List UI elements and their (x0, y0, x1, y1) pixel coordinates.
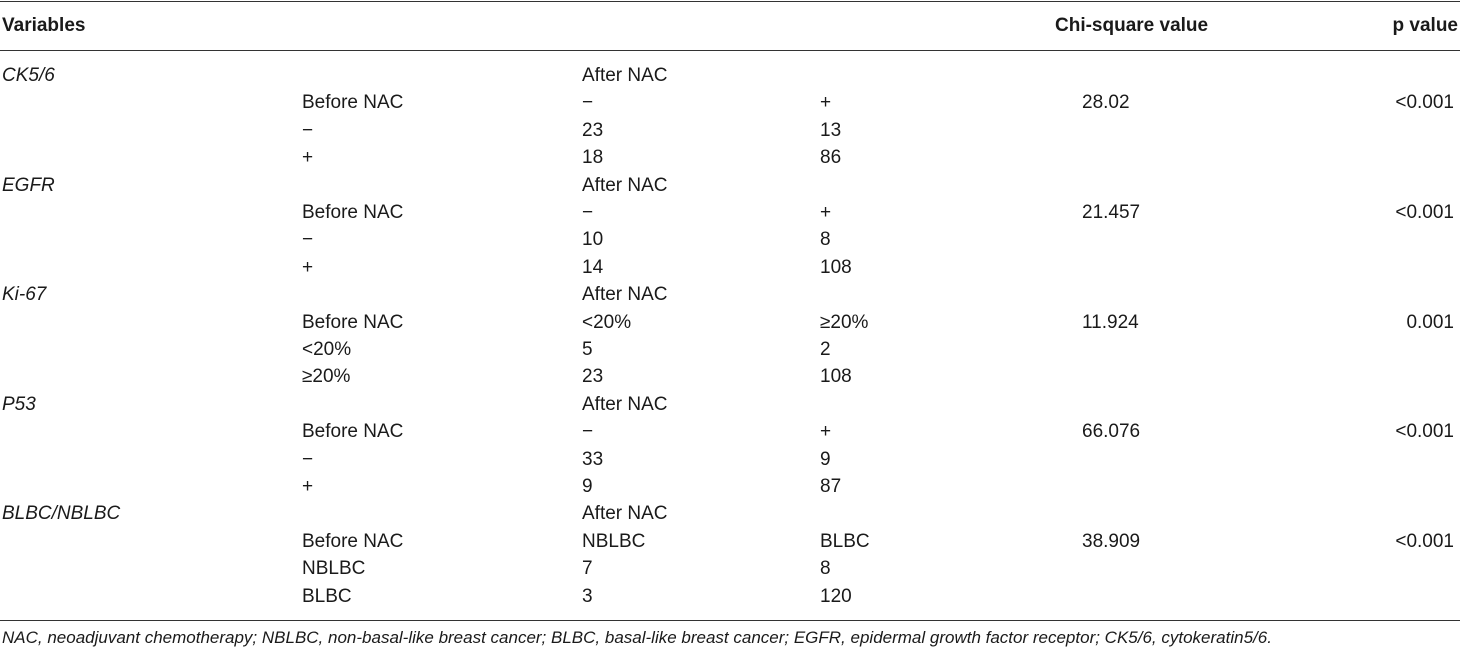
count-cell: 9 (582, 476, 593, 497)
count-cell: 14 (582, 257, 604, 278)
count-cell: 7 (582, 558, 593, 579)
after-category-b: + (820, 421, 832, 442)
table-footnote: NAC, neoadjuvant chemotherapy; NBLBC, no… (2, 628, 1272, 647)
count-cell: 108 (820, 366, 852, 387)
variable-name: EGFR (2, 175, 55, 196)
header-rule (0, 50, 1460, 51)
before-category: NBLBC (302, 558, 366, 579)
before-category: + (302, 476, 314, 497)
variable-name: P53 (2, 394, 36, 415)
count-cell: 2 (820, 339, 831, 360)
before-category: − (302, 449, 314, 470)
after-nac-label: After NAC (582, 175, 668, 196)
variable-name: BLBC/NBLBC (2, 503, 121, 524)
count-cell: 23 (582, 366, 604, 387)
before-nac-label: Before NAC (302, 421, 404, 442)
count-cell: 23 (582, 120, 604, 141)
after-nac-label: After NAC (582, 503, 668, 524)
before-nac-label: Before NAC (302, 531, 404, 552)
header-chi-square: Chi-square value (1055, 15, 1209, 36)
before-category: ≥20% (302, 366, 351, 387)
before-category: − (302, 120, 314, 141)
count-cell: 8 (820, 229, 831, 250)
after-nac-label: After NAC (582, 65, 668, 86)
before-category: − (302, 229, 314, 250)
count-cell: 120 (820, 586, 852, 607)
count-cell: 10 (582, 229, 604, 250)
count-cell: 8 (820, 558, 831, 579)
p-value: <0.001 (1395, 202, 1454, 223)
before-category: <20% (302, 339, 352, 360)
count-cell: 108 (820, 257, 852, 278)
header-p-value: p value (1392, 15, 1458, 36)
before-category: + (302, 147, 314, 168)
p-value: <0.001 (1395, 531, 1454, 552)
chi-square-value: 28.02 (1082, 92, 1130, 113)
count-cell: 9 (820, 449, 831, 470)
before-nac-label: Before NAC (302, 312, 404, 333)
count-cell: 5 (582, 339, 593, 360)
count-cell: 86 (820, 147, 842, 168)
before-category: BLBC (302, 586, 352, 607)
after-category-a: − (582, 92, 594, 113)
after-category-a: <20% (582, 312, 632, 333)
chi-square-value: 38.909 (1082, 531, 1141, 552)
after-category-a: NBLBC (582, 531, 646, 552)
chi-square-value: 66.076 (1082, 421, 1141, 442)
after-nac-label: After NAC (582, 394, 668, 415)
count-cell: 33 (582, 449, 604, 470)
p-value: 0.001 (1406, 312, 1454, 333)
before-nac-label: Before NAC (302, 202, 404, 223)
variable-name: CK5/6 (2, 65, 55, 86)
after-category-b: + (820, 202, 832, 223)
top-rule (0, 1, 1460, 2)
bottom-rule (0, 620, 1460, 621)
p-value: <0.001 (1395, 421, 1454, 442)
p-value: <0.001 (1395, 92, 1454, 113)
variable-name: Ki-67 (2, 284, 47, 305)
after-category-b: BLBC (820, 531, 870, 552)
count-cell: 87 (820, 476, 842, 497)
after-category-b: + (820, 92, 832, 113)
count-cell: 18 (582, 147, 604, 168)
count-cell: 3 (582, 586, 593, 607)
after-category-a: − (582, 421, 594, 442)
header-variables: Variables (2, 15, 86, 36)
before-category: + (302, 257, 314, 278)
count-cell: 13 (820, 120, 842, 141)
after-category-b: ≥20% (820, 312, 869, 333)
after-category-a: − (582, 202, 594, 223)
chi-square-value: 21.457 (1082, 202, 1141, 223)
chi-square-value: 11.924 (1082, 312, 1139, 333)
before-nac-label: Before NAC (302, 92, 404, 113)
after-nac-label: After NAC (582, 284, 668, 305)
